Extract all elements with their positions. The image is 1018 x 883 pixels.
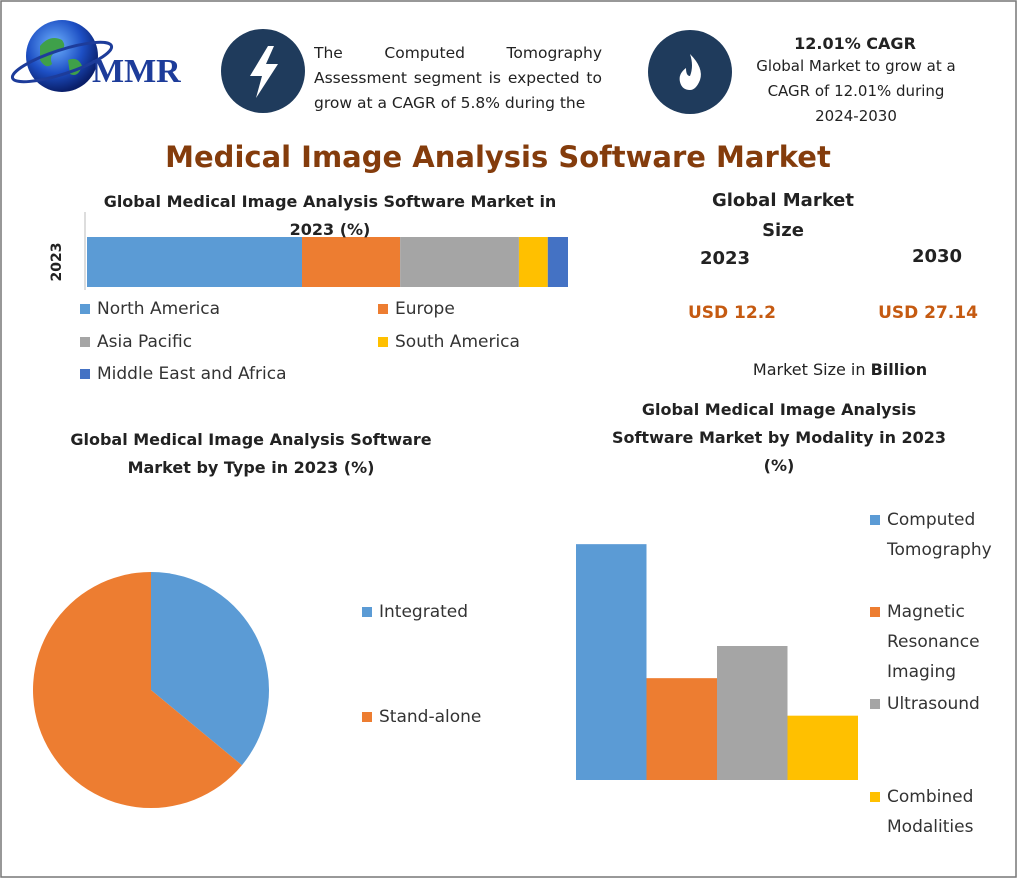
legend-swatch [80,304,90,314]
logo-globe [26,20,98,92]
legend-label: Magnetic Resonance Imaging [887,602,980,682]
market-value: USD 12.2 [687,303,777,323]
legend-label: Computed Tomography [887,510,992,560]
lightning-icon [250,46,278,98]
year-label: 2030 [911,246,963,267]
market-value: USD 27.14 [878,303,978,323]
legend-swatch [362,712,372,722]
market-size-title: Global Market Size [711,190,854,241]
legend-label: Combined Modalities [887,787,974,837]
pie-slice [33,572,242,808]
bar [576,544,647,780]
legend-swatch [870,699,880,709]
icon-circle [648,30,732,114]
legend-label: South America [395,332,520,352]
legend-swatch [378,337,388,347]
main-title: Medical Image Analysis Software Market [165,140,831,174]
bar [646,678,717,780]
legend-swatch [80,369,90,379]
legend-swatch [362,607,372,617]
note-text: The Computed Tomography Assessment segme… [314,44,602,112]
bar-segment [87,237,303,287]
legend-label: Integrated [379,602,469,622]
bar-segment [518,237,548,287]
logo-orbit [10,40,114,84]
unit-prefix: Market Size in [752,360,866,379]
unit: Billion [870,360,928,379]
legend-label: Stand-alone [379,707,482,727]
legend-swatch [870,607,880,617]
pie-slice [151,572,270,766]
legend-label: Ultrasound [887,694,980,714]
bar-segment [302,237,401,287]
legend-swatch [870,792,880,802]
legend-label: Europe [395,299,455,319]
chart-title: Global Medical Image Analysis Software M… [70,430,432,477]
legend-swatch [378,304,388,314]
legend-swatch [80,337,90,347]
note-text: Global Market to grow at a CAGR of 12.01… [756,57,956,125]
y-category-label: 2023 [49,243,65,282]
year-label: 2023 [699,248,751,269]
legend-label: Middle East and Africa [97,364,287,384]
bar [787,715,858,780]
note-title: 12.01% CAGR [794,34,916,53]
legend-label: Asia Pacific [97,332,193,352]
bar [717,646,788,780]
flame-icon [679,54,701,90]
logo-text: MMR [92,53,181,90]
legend-label: North America [97,299,221,319]
bar-segment [400,237,519,287]
chart-title: Global Medical Image Analysis Software M… [103,192,557,239]
logo-land [40,38,82,75]
legend-swatch [870,515,880,525]
unit-note: Market Size in Billion [700,360,980,379]
chart-title: Global Medical Image Analysis Software M… [611,400,947,475]
bar-segment [547,237,568,287]
